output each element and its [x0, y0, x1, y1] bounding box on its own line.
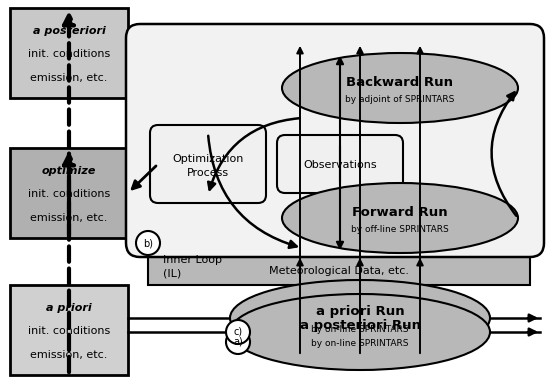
Text: a priori Run: a priori Run [316, 305, 404, 319]
Text: by on-line SPRINTARS: by on-line SPRINTARS [311, 339, 409, 348]
FancyBboxPatch shape [10, 148, 128, 238]
Text: (IL): (IL) [163, 269, 181, 279]
Text: optimize: optimize [42, 166, 96, 176]
Text: init. conditions: init. conditions [28, 189, 110, 199]
Text: init. conditions: init. conditions [28, 49, 110, 59]
Text: b): b) [143, 238, 153, 248]
Text: Inner Loop: Inner Loop [163, 255, 222, 265]
Text: a): a) [233, 337, 243, 347]
Ellipse shape [230, 280, 490, 356]
Text: Optimization: Optimization [173, 154, 244, 164]
Text: a priori: a priori [46, 303, 92, 313]
Text: emission, etc.: emission, etc. [31, 73, 108, 83]
Circle shape [136, 231, 160, 255]
Text: by off-line SPRINTARS: by off-line SPRINTARS [351, 224, 449, 233]
Text: Process: Process [187, 168, 229, 178]
Text: Backward Run: Backward Run [347, 75, 454, 89]
Text: c): c) [234, 327, 242, 337]
Text: init. conditions: init. conditions [28, 326, 110, 336]
Ellipse shape [282, 183, 518, 253]
Text: Meteorological Data, etc.: Meteorological Data, etc. [269, 266, 409, 276]
FancyBboxPatch shape [10, 8, 128, 98]
FancyBboxPatch shape [10, 285, 128, 375]
Ellipse shape [230, 294, 490, 370]
Text: emission, etc.: emission, etc. [31, 350, 108, 360]
Text: by on-line SPRINTARS: by on-line SPRINTARS [311, 325, 409, 334]
Text: a posteriori: a posteriori [33, 26, 105, 36]
FancyBboxPatch shape [126, 24, 544, 257]
Circle shape [226, 330, 250, 354]
FancyBboxPatch shape [148, 255, 530, 285]
Ellipse shape [282, 53, 518, 123]
Text: Forward Run: Forward Run [352, 205, 448, 219]
Text: a posteriori Run: a posteriori Run [300, 320, 420, 332]
Text: by adjoint of SPRINTARS: by adjoint of SPRINTARS [345, 94, 455, 103]
Text: Observations: Observations [303, 160, 377, 170]
Text: emission, etc.: emission, etc. [31, 213, 108, 223]
FancyBboxPatch shape [277, 135, 403, 193]
FancyBboxPatch shape [150, 125, 266, 203]
Circle shape [226, 320, 250, 344]
